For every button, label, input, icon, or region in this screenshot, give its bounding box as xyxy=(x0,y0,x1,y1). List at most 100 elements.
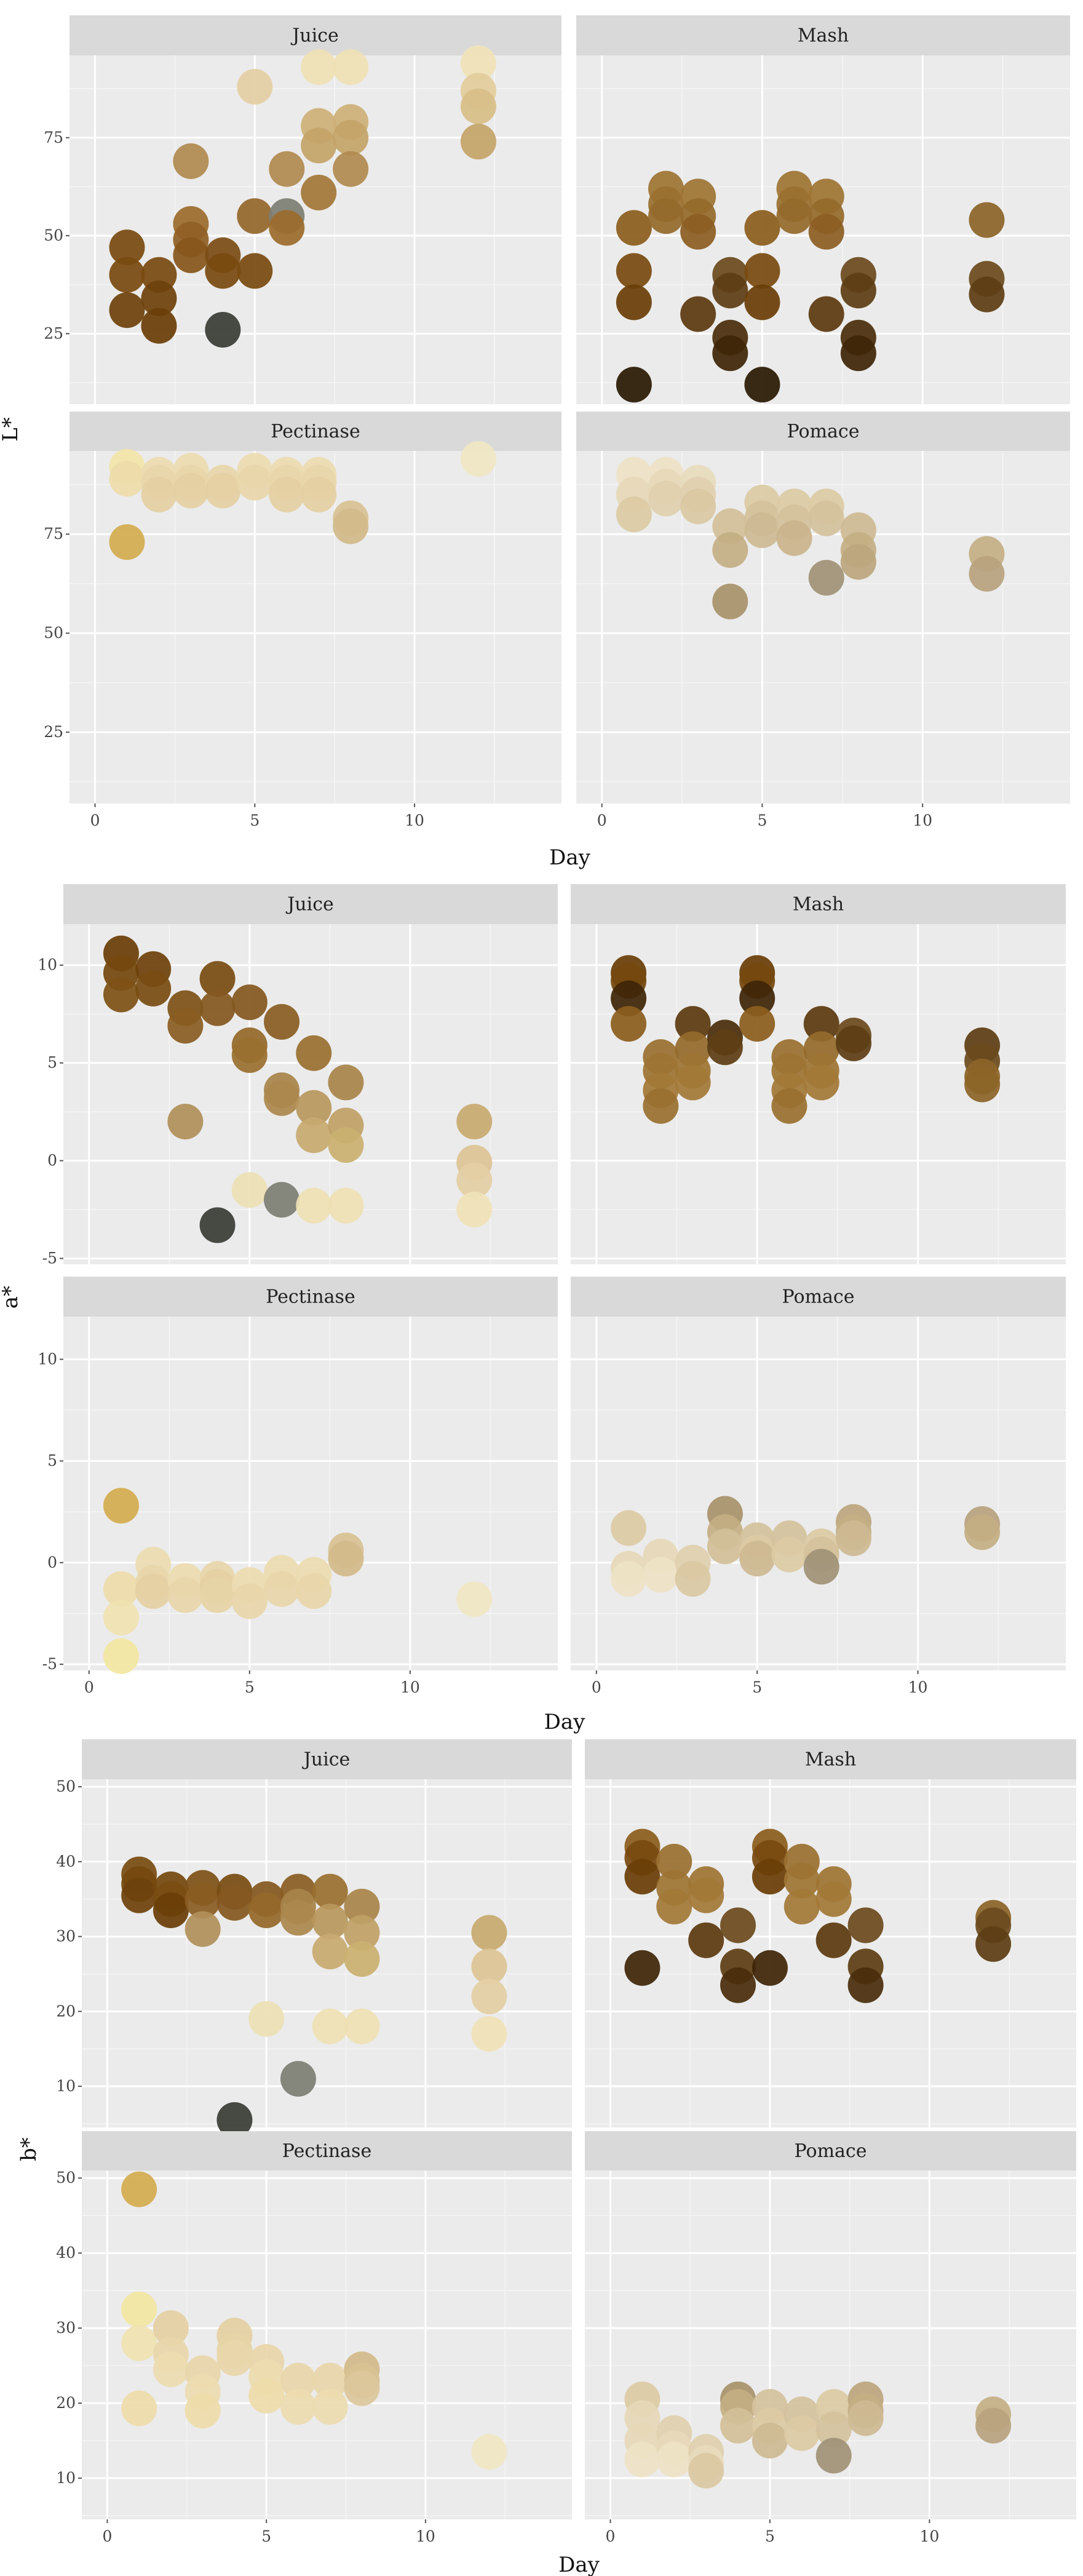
facet-strip xyxy=(576,412,1070,451)
data-point xyxy=(808,213,844,250)
y-tick-label: 0 xyxy=(47,1152,57,1170)
data-point xyxy=(173,473,209,509)
data-point xyxy=(205,311,241,348)
data-point xyxy=(184,1911,221,1947)
data-point xyxy=(269,210,305,246)
data-point xyxy=(280,2389,316,2425)
data-point xyxy=(815,1922,852,1958)
data-point xyxy=(616,284,652,321)
data-point xyxy=(312,1904,348,1940)
facet-strip xyxy=(571,884,1066,924)
data-point xyxy=(707,1029,743,1066)
data-point xyxy=(264,1080,300,1116)
facet-strip-label: Pomace xyxy=(787,421,860,442)
data-point xyxy=(301,49,337,86)
data-point xyxy=(205,253,241,289)
data-point xyxy=(969,556,1005,592)
data-point xyxy=(624,2441,661,2478)
x-tick-label: 5 xyxy=(250,811,260,829)
data-point xyxy=(103,1571,139,1607)
data-point xyxy=(739,1541,776,1577)
y-tick-label: 75 xyxy=(44,129,63,146)
facet-L-juice: Juice 25 50 75 xyxy=(44,15,561,404)
data-point xyxy=(121,2325,157,2361)
data-point xyxy=(237,198,273,234)
data-point xyxy=(103,1600,139,1636)
y-tick-label: 50 xyxy=(56,1777,76,1795)
data-point xyxy=(456,1103,493,1139)
data-point xyxy=(688,1877,724,1913)
x-tick-label: 10 xyxy=(405,811,424,829)
data-point xyxy=(109,257,145,293)
data-point xyxy=(840,273,876,309)
x-tick-label: 10 xyxy=(400,1678,420,1696)
facet-strip-label: Pectinase xyxy=(271,421,360,442)
x-tick-label: 0 xyxy=(597,811,607,829)
y-tick-label: -5 xyxy=(42,1655,57,1673)
data-point xyxy=(296,1090,332,1126)
data-point xyxy=(803,1006,839,1042)
data-point xyxy=(969,202,1005,238)
facet-b-juice: Juice 10 20 30 40 50 xyxy=(56,1739,572,2138)
data-point xyxy=(121,2171,157,2207)
facet-L-pomace: Pomace 0 5 10 xyxy=(576,412,1070,829)
data-point xyxy=(611,1510,647,1546)
data-point xyxy=(847,1907,884,1944)
data-point xyxy=(269,476,305,512)
y-tick-label: -5 xyxy=(42,1249,57,1267)
y-tick-label: 30 xyxy=(56,1928,76,1945)
y-tick-label: 10 xyxy=(56,2077,76,2095)
data-point xyxy=(328,1127,364,1163)
data-point xyxy=(688,1922,724,1958)
x-axis-title: Day xyxy=(544,1710,586,1734)
data-point xyxy=(744,367,780,403)
facet-strip xyxy=(82,2131,572,2171)
data-point xyxy=(109,461,145,497)
facet-strip xyxy=(82,1739,572,1779)
data-point xyxy=(648,198,684,234)
data-point xyxy=(312,2389,348,2425)
data-point xyxy=(460,88,496,124)
data-point xyxy=(167,1577,204,1613)
data-point xyxy=(611,980,647,1016)
data-point xyxy=(344,1941,380,1977)
data-point xyxy=(803,1064,839,1101)
facet-strip xyxy=(576,15,1070,55)
data-point xyxy=(456,1581,493,1617)
data-point xyxy=(328,1541,364,1577)
data-point xyxy=(264,1182,300,1218)
data-point xyxy=(836,1025,871,1061)
data-point xyxy=(141,280,177,316)
data-point xyxy=(771,1536,807,1573)
data-point xyxy=(103,976,139,1013)
data-point xyxy=(121,2390,157,2426)
facet-strip-label: Pectinase xyxy=(266,1286,355,1308)
data-point xyxy=(624,1950,661,1986)
data-point xyxy=(333,119,369,156)
facet-a-pectinase: Pectinase -5 0 5 10 0 5 10 xyxy=(38,1277,558,1696)
data-point xyxy=(840,335,876,372)
data-point xyxy=(269,151,305,187)
data-point xyxy=(712,273,748,309)
x-tick-label: 0 xyxy=(592,1678,601,1696)
data-point xyxy=(975,1926,1012,1962)
data-point xyxy=(199,1577,236,1613)
data-point xyxy=(847,1967,884,2003)
data-point xyxy=(216,2102,253,2138)
y-axis-title: a* xyxy=(0,1286,23,1309)
data-point xyxy=(675,1006,711,1042)
data-point xyxy=(248,2001,285,2037)
data-point xyxy=(624,1859,661,1895)
data-point xyxy=(675,1064,711,1101)
x-tick-label: 10 xyxy=(908,1678,928,1696)
data-point xyxy=(167,1103,204,1139)
data-point xyxy=(680,213,716,250)
y-tick-label: 40 xyxy=(56,2244,76,2262)
data-point xyxy=(301,127,337,164)
data-point xyxy=(280,2060,316,2097)
data-point xyxy=(296,1573,332,1609)
facet-b-mash: Mash xyxy=(585,1739,1076,2127)
data-point xyxy=(141,308,177,344)
y-tick-label: 10 xyxy=(38,1350,57,1368)
